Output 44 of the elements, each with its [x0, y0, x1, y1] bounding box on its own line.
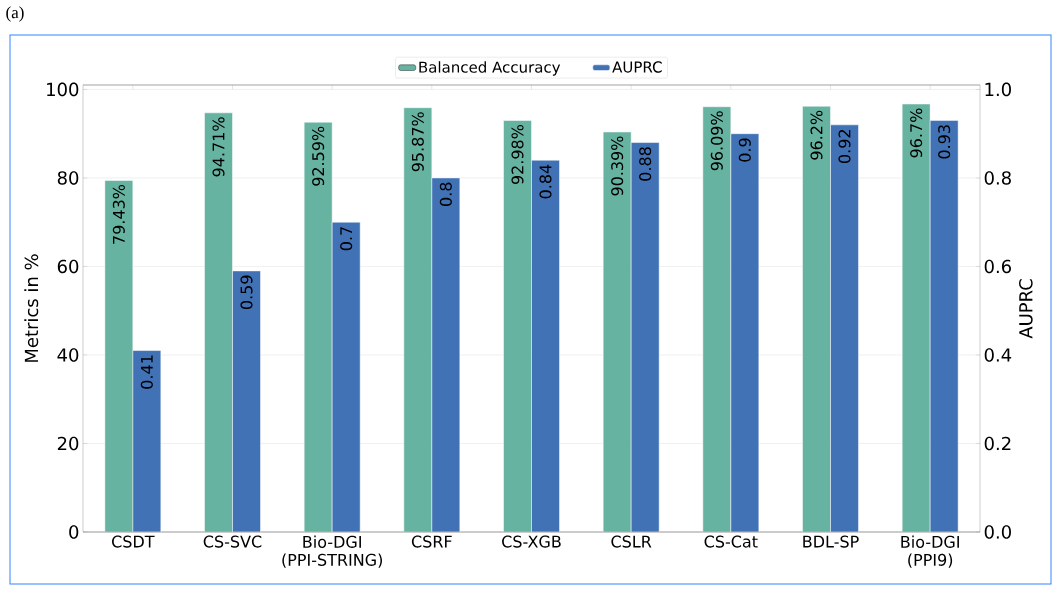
y-tick-label: 80: [57, 171, 79, 185]
data-label: 96.2%: [810, 110, 823, 160]
y2-tick-label: 1.0: [985, 82, 1011, 97]
x-tick-label: BDL-SP: [803, 535, 859, 548]
y2-tick-label: 0.0: [984, 525, 1011, 539]
data-label: 0.59: [240, 275, 253, 310]
x-tick-label: CSDT: [112, 535, 155, 548]
x-tick-label: Bio-DGI (PPI9): [901, 535, 959, 568]
data-label: 0.9: [738, 138, 751, 162]
y-tick-label: 100: [47, 82, 79, 97]
data-label: 0.8: [439, 182, 452, 206]
data-label: 96.09%: [710, 111, 723, 171]
y2-axis-title: AUPRC: [1019, 279, 1033, 339]
text: (a): [6, 6, 24, 22]
x-tick-label: CSLR: [611, 535, 652, 548]
y2-tick-label: 0.4: [984, 348, 1012, 362]
data-label: 96.7%: [910, 108, 923, 158]
data-label: 90.39%: [611, 136, 624, 196]
y-tick-label: 20: [57, 436, 79, 451]
data-label: 79.43%: [112, 184, 125, 244]
data-label: 94.71%: [212, 117, 225, 177]
data-label: 92.59%: [312, 126, 325, 186]
data-label: 0.92: [838, 130, 851, 163]
legend-label: Balanced Accuracy: [419, 61, 561, 76]
data-label: 92.98%: [511, 124, 524, 185]
y-axis-title: Metrics in %: [24, 254, 39, 362]
data-label: 0.88: [639, 147, 652, 181]
y2-tick-label: 0.8: [984, 171, 1011, 185]
data-label: 95.87%: [411, 112, 424, 172]
data-label: 0.93: [938, 125, 951, 159]
data-label: 0.7: [340, 227, 353, 251]
x-tick-label: CSRF: [411, 535, 452, 548]
y-tick-label: 40: [57, 348, 79, 362]
legend-label: AUPRC: [612, 61, 662, 73]
y2-tick-label: 0.6: [984, 259, 1012, 274]
y-tick-label: 0: [69, 525, 79, 539]
data-label: 0.41: [140, 355, 153, 389]
y2-tick-label: 0.2: [984, 436, 1011, 451]
x-tick-label: CS-SVC: [203, 535, 262, 548]
y-tick-label: 60: [57, 259, 79, 274]
x-tick-label: CS-Cat: [704, 535, 758, 548]
data-label: 0.84: [539, 164, 552, 199]
x-tick-label: Bio-DGI (PPI-STRING): [282, 535, 382, 568]
x-tick-label: CS-XGB: [502, 535, 561, 548]
